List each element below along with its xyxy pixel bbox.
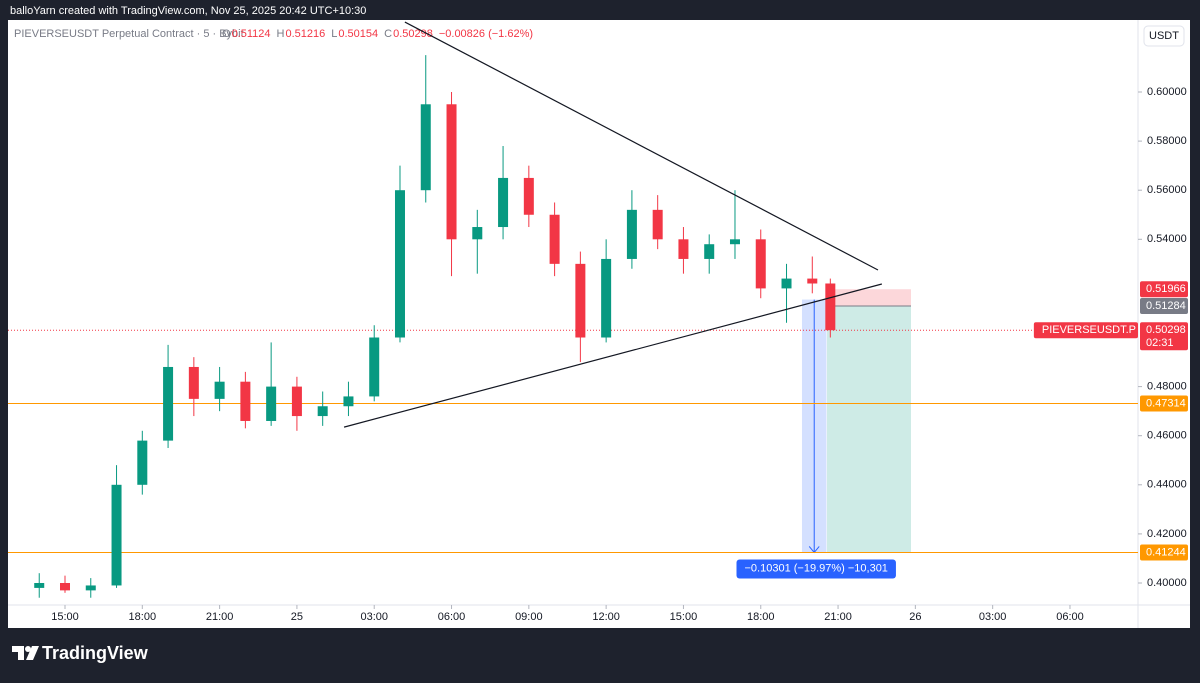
candle-body bbox=[446, 104, 457, 240]
candle-body bbox=[807, 278, 818, 284]
candle-body bbox=[188, 366, 199, 399]
logo-dot bbox=[25, 646, 31, 652]
x-tick-label: 03:00 bbox=[979, 611, 1007, 623]
candle-body bbox=[601, 258, 612, 338]
y-tick-label: 0.60000 bbox=[1147, 86, 1187, 98]
x-tick-label: 12:00 bbox=[592, 611, 620, 623]
symbol-tag-box bbox=[1033, 322, 1138, 339]
candle-body bbox=[137, 440, 148, 485]
price-label-box bbox=[1140, 297, 1188, 314]
candle-body bbox=[343, 396, 354, 407]
legend-key: C bbox=[384, 28, 392, 40]
last-price-label: 0.50298 bbox=[1146, 324, 1186, 336]
logo bbox=[12, 646, 39, 660]
x-tick-label: 06:00 bbox=[438, 611, 466, 623]
price-label-box bbox=[1140, 281, 1188, 298]
legend-value: 0.51124 bbox=[232, 28, 271, 40]
countdown: 02:31 bbox=[1146, 337, 1174, 349]
legend-change: −0.00826 (−1.62%) bbox=[439, 28, 533, 40]
candle-body bbox=[523, 177, 534, 215]
candle-body bbox=[549, 214, 560, 264]
candle-body bbox=[825, 283, 836, 331]
logo-icon bbox=[12, 646, 39, 660]
candle-body bbox=[214, 381, 225, 399]
symbol: PIEVERSEUSDT Perpetual Contract · 5 · By… bbox=[14, 28, 244, 40]
x-tick-label: 21:00 bbox=[206, 611, 234, 623]
legend-key: L bbox=[331, 28, 337, 40]
currency-label[interactable]: USDT bbox=[1149, 30, 1179, 42]
x-tick-label: 06:00 bbox=[1056, 611, 1084, 623]
currency-button[interactable] bbox=[1143, 25, 1185, 47]
candle-body bbox=[652, 209, 663, 240]
footer-brand: TradingView bbox=[42, 643, 149, 663]
x-tick-label: 21:00 bbox=[824, 611, 852, 623]
candle-body bbox=[59, 583, 70, 591]
candle-body bbox=[781, 278, 792, 289]
y-tick-label: 0.48000 bbox=[1147, 381, 1187, 393]
y-tick-label: 0.58000 bbox=[1147, 135, 1187, 147]
y-tick-label: 0.42000 bbox=[1147, 528, 1187, 540]
candle-body bbox=[34, 583, 45, 588]
x-tick-label: 15:00 bbox=[670, 611, 698, 623]
candle-body bbox=[369, 337, 380, 397]
candle-body bbox=[163, 366, 174, 441]
price-label: 0.47314 bbox=[1146, 397, 1186, 409]
plot bbox=[8, 21, 1138, 598]
candle-body bbox=[704, 244, 715, 259]
x-tick-label: 18:00 bbox=[747, 611, 775, 623]
legend: PIEVERSEUSDT Perpetual Contract · 5 · By… bbox=[14, 28, 244, 40]
price-label-box bbox=[1140, 395, 1188, 412]
candle-body bbox=[626, 209, 637, 259]
header-text: balloYarn created with TradingView.com, … bbox=[10, 5, 366, 17]
x-tick-label: 18:00 bbox=[129, 611, 157, 623]
candle-body bbox=[317, 406, 328, 417]
y-tick-label: 0.46000 bbox=[1147, 430, 1187, 442]
y-tick-label: 0.56000 bbox=[1147, 184, 1187, 196]
price-label-box bbox=[1140, 544, 1188, 561]
legend-key: H bbox=[277, 28, 285, 40]
candle-body bbox=[498, 177, 509, 228]
candle-body bbox=[678, 239, 689, 259]
x-tick-label: 25 bbox=[291, 611, 303, 623]
legend-value: 0.51216 bbox=[285, 28, 325, 40]
candle-body bbox=[420, 104, 431, 191]
candle-body bbox=[729, 239, 740, 245]
candle-body bbox=[575, 263, 586, 338]
y-tick-label: 0.44000 bbox=[1147, 479, 1187, 491]
candle-body bbox=[755, 239, 766, 289]
trendline bbox=[404, 21, 879, 271]
measure-label-box bbox=[736, 559, 896, 579]
candle-body bbox=[240, 381, 251, 421]
x-tick-label: 03:00 bbox=[360, 611, 388, 623]
candle-body bbox=[472, 227, 483, 240]
legend-value: 0.50154 bbox=[338, 28, 378, 40]
chart-pane bbox=[8, 20, 1190, 628]
legend-key: O bbox=[222, 28, 231, 40]
candle-body bbox=[291, 386, 302, 417]
x-tick-label: 15:00 bbox=[51, 611, 79, 623]
candle-body bbox=[266, 386, 277, 421]
trendline bbox=[343, 283, 883, 428]
y-tick-label: 0.54000 bbox=[1147, 233, 1187, 245]
candle-body bbox=[394, 190, 405, 338]
symbol-tag: PIEVERSEUSDT.P bbox=[1042, 324, 1136, 336]
candle-body bbox=[111, 484, 122, 586]
y-tick-label: 0.40000 bbox=[1147, 577, 1187, 589]
last-price-box bbox=[1140, 322, 1188, 351]
x-tick-label: 26 bbox=[909, 611, 921, 623]
candle-body bbox=[85, 585, 96, 591]
measure-label: −0.10301 (−19.97%) −10,301 bbox=[745, 562, 888, 574]
x-tick-label: 09:00 bbox=[515, 611, 543, 623]
position-target-zone bbox=[826, 305, 911, 553]
price-label: 0.51966 bbox=[1146, 283, 1186, 295]
price-label: 0.41244 bbox=[1146, 546, 1186, 558]
price-label: 0.51284 bbox=[1146, 300, 1186, 312]
position-stop-zone bbox=[826, 289, 911, 306]
